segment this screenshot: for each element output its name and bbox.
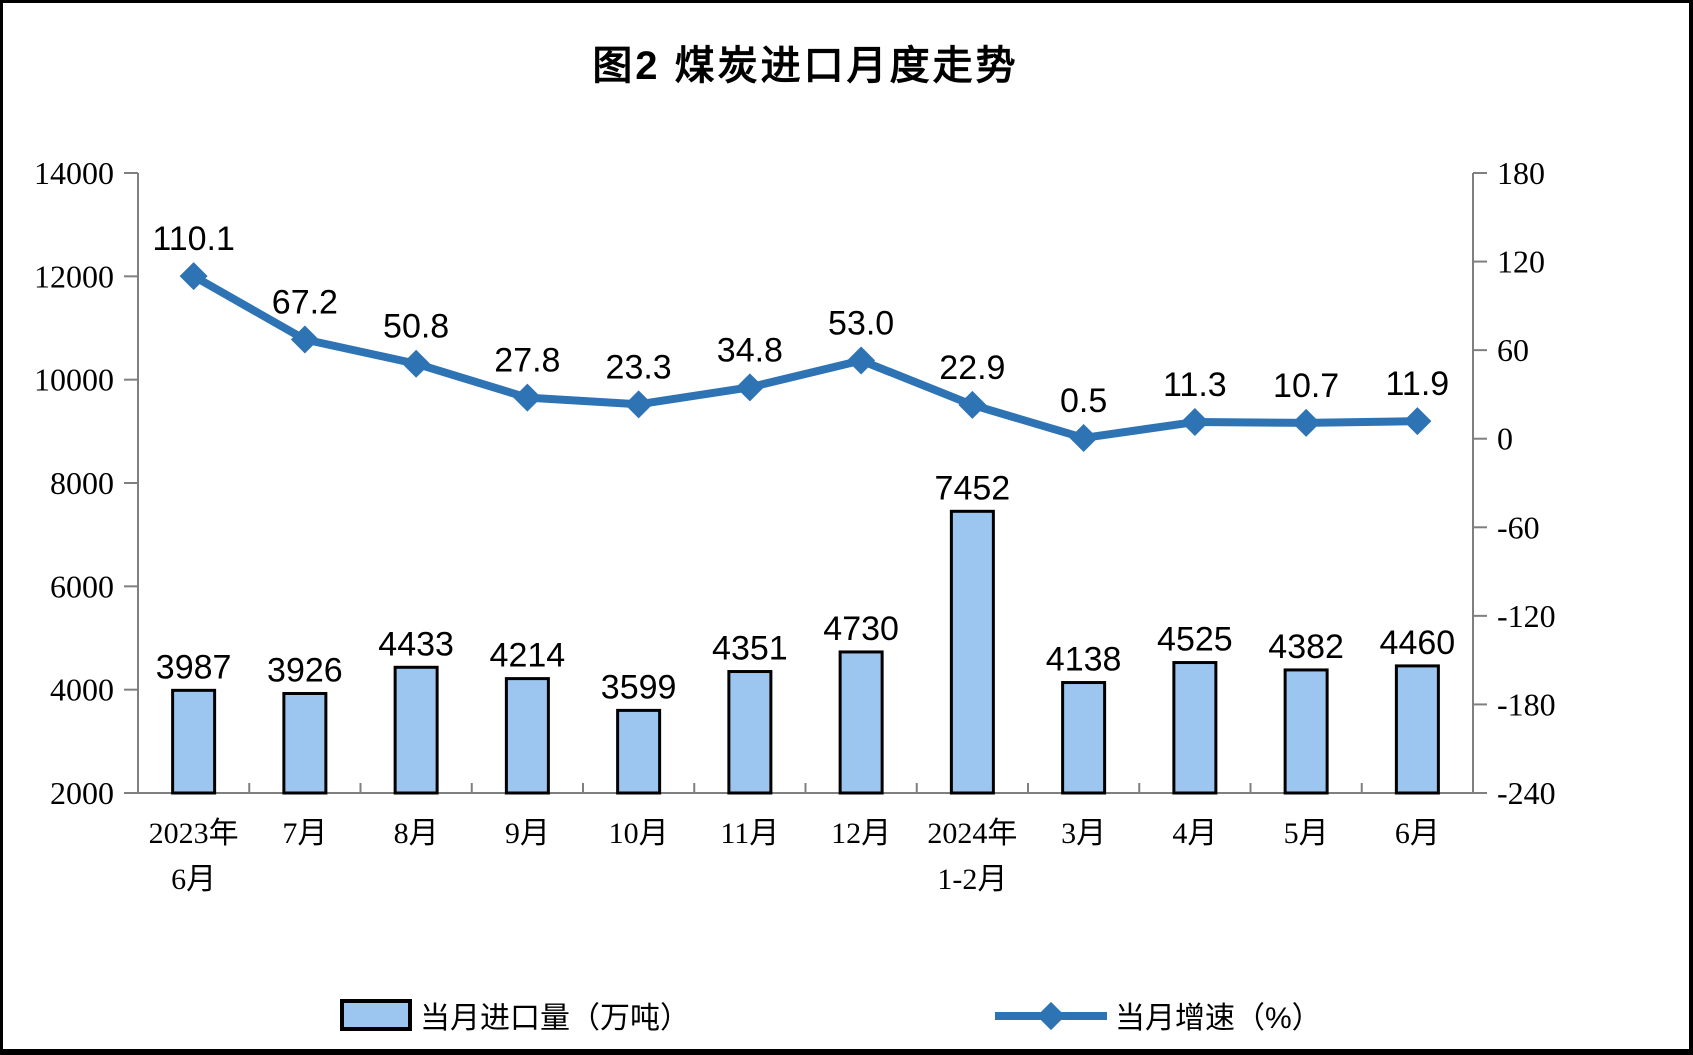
x-category-label: 2024年 1-2月	[927, 817, 1017, 896]
line-marker-icon	[735, 373, 764, 402]
bar	[282, 691, 328, 795]
right-axis-tick-label: 180	[1497, 155, 1545, 191]
left-axis-tick-label: 12000	[34, 258, 114, 294]
line-value-label: 67.2	[272, 284, 338, 322]
line-marker-icon	[1069, 423, 1098, 452]
line-value-label: 11.3	[1163, 366, 1227, 404]
right-axis-tick-label: -180	[1497, 686, 1556, 722]
bar	[727, 670, 773, 795]
line-marker-icon	[1180, 408, 1209, 437]
x-category-label: 4月	[1172, 817, 1217, 850]
legend: 当月进口量（万吨） 当月增速（%）	[3, 989, 1689, 1045]
chart-plot-area: 2000 4000 6000 8000 10000 12000 14000 -240 -180 -…	[34, 155, 1556, 896]
bar	[393, 665, 439, 795]
bar	[1172, 661, 1218, 795]
left-axis-tick-label: 2000	[50, 775, 114, 811]
right-axis-tick-label: 0	[1497, 421, 1513, 457]
line-value-label: 10.7	[1273, 367, 1339, 405]
line-marker-icon	[290, 325, 319, 354]
x-category-label: 10月	[609, 817, 669, 850]
left-axis-tick-label: 6000	[50, 568, 114, 604]
chart-title: 图2 煤炭进口月度走势	[592, 44, 1019, 88]
line-value-label: 22.9	[939, 349, 1005, 387]
line-marker-icon	[402, 349, 431, 378]
line-marker-icon	[624, 390, 653, 419]
bar-value-label: 4525	[1157, 621, 1233, 659]
bar-value-label: 3599	[601, 668, 677, 706]
bar	[1394, 664, 1440, 795]
growth-line	[189, 272, 1422, 442]
bar	[949, 509, 995, 795]
line-value-label: 0.5	[1060, 382, 1107, 420]
x-category-label: 8月	[394, 817, 439, 850]
line-value-label: 11.9	[1386, 365, 1450, 403]
bar-value-label: 4214	[490, 637, 566, 675]
bar-value-label: 3987	[156, 648, 232, 686]
line-value-label: 53.0	[828, 304, 894, 342]
x-category-label: 7月	[282, 817, 327, 850]
x-category-label: 3月	[1061, 817, 1106, 850]
line-marker-icon	[513, 383, 542, 412]
legend-line-label: 当月增速（%）	[1115, 1002, 1322, 1035]
bar	[504, 677, 550, 795]
legend-bar-label: 当月进口量（万吨）	[420, 1002, 690, 1035]
bar	[838, 650, 884, 795]
bar-value-label: 4460	[1380, 624, 1456, 662]
bar-value-label: 3926	[267, 651, 343, 689]
bar-value-label: 4382	[1268, 628, 1344, 666]
left-axis-tick-label: 4000	[50, 672, 114, 708]
line-value-label: 50.8	[383, 308, 449, 346]
line-marker-icon	[847, 346, 876, 375]
left-axis-tick-label: 10000	[34, 362, 114, 398]
bar	[1061, 681, 1107, 795]
bar	[1283, 668, 1329, 795]
x-category-label: 11月	[720, 817, 779, 850]
line-marker-icon	[958, 390, 987, 419]
legend-line-swatch-icon	[995, 997, 1107, 1033]
legend-item-growth: 当月增速（%）	[995, 989, 1322, 1041]
line-value-label: 27.8	[494, 342, 560, 380]
x-category-label: 5月	[1284, 817, 1329, 850]
bar-value-label: 4730	[823, 610, 899, 648]
right-axis-tick-label: 60	[1497, 332, 1529, 368]
legend-item-imports: 当月进口量（万吨）	[340, 989, 690, 1041]
x-category-label: 2023年 6月	[149, 817, 239, 896]
x-category-label: 6月	[1395, 817, 1440, 850]
right-axis-tick-label: -60	[1497, 509, 1540, 545]
legend-bar-swatch-icon	[340, 999, 412, 1031]
x-category-label: 9月	[505, 817, 550, 850]
right-axis-tick-label: -240	[1497, 775, 1556, 811]
x-category-label: 12月	[831, 817, 891, 850]
line-value-label: 34.8	[717, 331, 783, 369]
line-marker-icon	[179, 262, 208, 291]
left-axis-tick-label: 8000	[50, 465, 114, 501]
bar-value-label: 4433	[378, 625, 454, 663]
line-marker-icon	[1403, 407, 1432, 436]
bar-value-label: 4351	[712, 630, 788, 668]
legend-diamond-marker-icon	[1036, 1001, 1066, 1031]
line-value-label: 23.3	[606, 348, 672, 386]
left-axis-tick-label: 14000	[34, 155, 114, 191]
bar	[171, 688, 217, 795]
line-marker-icon	[1292, 408, 1321, 437]
right-axis-tick-label: -120	[1497, 598, 1556, 634]
bar-value-label: 7452	[935, 469, 1011, 507]
bar	[616, 708, 662, 795]
bar-value-label: 4138	[1046, 641, 1122, 679]
right-axis-tick-label: 120	[1497, 244, 1545, 280]
line-value-label: 110.1	[152, 220, 235, 258]
